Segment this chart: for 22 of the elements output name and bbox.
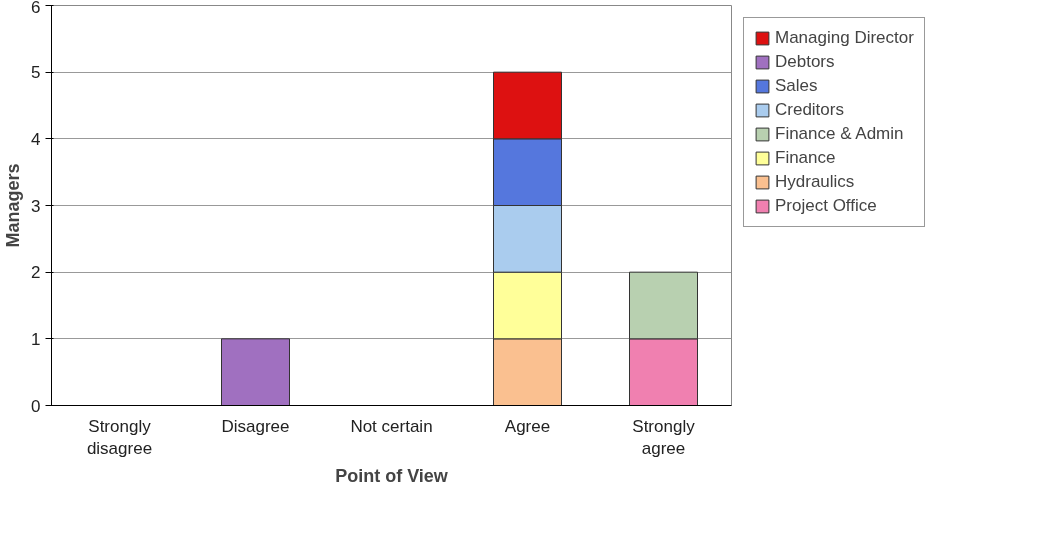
y-tick-label: 1 [31,329,41,349]
x-axis-title: Point of View [335,466,449,487]
y-tick-label: 0 [31,396,41,416]
y-tick-label: 3 [31,196,41,216]
y-axis-title: Managers [3,163,24,248]
x-tick-label: Disagree [221,416,290,436]
y-tick-label: 5 [31,63,41,83]
legend-label: Creditors [775,100,844,120]
x-tick-label: Not certain [350,416,433,436]
x-tick-label: Agree [504,416,551,436]
legend-label: Sales [775,76,818,96]
legend-label: Managing Director [775,28,914,48]
y-tick-label: 2 [31,263,41,283]
legend-label: Debtors [775,52,835,72]
x-tick-label: Strongly disagree [86,416,153,459]
legend-label: Project Office [775,196,877,216]
legend-label: Finance & Admin [775,124,904,144]
legend-label: Hydraulics [775,172,855,192]
y-tick-label: 4 [31,129,41,149]
y-tick-label: 6 [31,0,41,17]
legend-label: Finance [775,148,836,168]
x-tick-label: Strongly agree [632,416,696,459]
